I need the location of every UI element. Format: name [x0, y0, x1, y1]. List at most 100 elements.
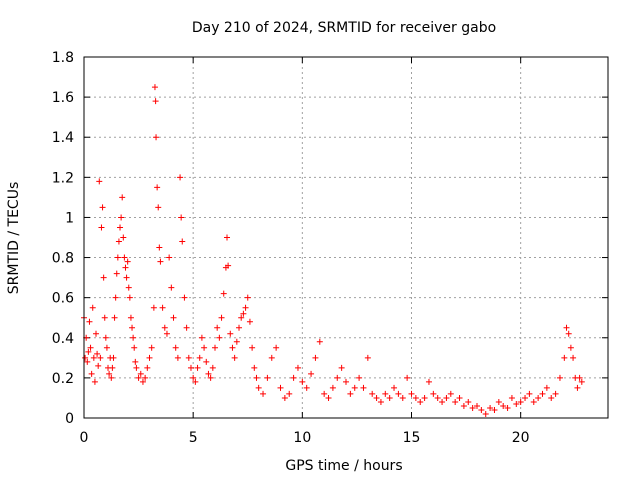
data-point — [556, 374, 563, 381]
data-point — [139, 378, 146, 385]
data-point — [177, 174, 184, 181]
data-point — [130, 334, 137, 341]
data-point — [114, 254, 121, 261]
data-point — [482, 410, 489, 417]
data-point — [260, 390, 267, 397]
x-tick-label: 5 — [189, 430, 198, 446]
data-point — [142, 374, 149, 381]
data-point — [170, 314, 177, 321]
data-point — [146, 354, 153, 361]
data-point — [312, 354, 319, 361]
data-point — [552, 390, 559, 397]
data-point — [255, 384, 262, 391]
data-point — [122, 264, 129, 271]
y-tick-label: 1 — [65, 210, 74, 226]
data-point — [108, 374, 115, 381]
data-point — [218, 314, 225, 321]
data-point — [178, 214, 185, 221]
data-point — [150, 304, 157, 311]
data-point — [439, 398, 446, 405]
data-point — [474, 402, 480, 409]
data-point — [91, 378, 98, 385]
data-point — [132, 358, 139, 365]
data-point — [135, 374, 142, 381]
data-point — [166, 254, 173, 261]
data-point — [286, 390, 293, 397]
data-point — [522, 394, 529, 401]
data-point — [103, 344, 110, 351]
data-point — [382, 390, 389, 397]
data-point — [156, 244, 163, 251]
data-point — [373, 394, 380, 401]
data-point — [84, 358, 91, 365]
data-point — [338, 364, 345, 371]
data-point — [99, 204, 106, 211]
data-point — [253, 374, 260, 381]
data-point — [229, 344, 236, 351]
y-tick-label: 0.8 — [52, 251, 74, 267]
data-point — [86, 318, 93, 325]
x-tick-label: 15 — [403, 430, 421, 446]
data-point — [97, 354, 104, 361]
data-point — [88, 370, 95, 377]
data-point — [124, 258, 131, 265]
data-point — [126, 294, 133, 301]
data-point — [212, 344, 218, 351]
data-point — [478, 406, 485, 413]
data-point — [152, 98, 159, 105]
data-point — [563, 324, 570, 331]
data-point — [281, 394, 288, 401]
data-point — [110, 354, 117, 361]
data-point — [153, 134, 160, 141]
data-point — [347, 390, 354, 397]
data-point — [539, 390, 546, 397]
data-point — [187, 364, 194, 371]
data-point — [246, 318, 253, 325]
data-point — [85, 348, 92, 355]
data-point — [386, 394, 393, 401]
data-point — [190, 374, 197, 381]
data-point — [100, 274, 107, 281]
data-point — [133, 364, 140, 371]
data-point — [561, 354, 568, 361]
chart-title: Day 210 of 2024, SRMTID for receiver gab… — [192, 20, 496, 36]
data-point — [399, 394, 406, 401]
data-point — [460, 402, 467, 409]
data-point — [181, 294, 188, 301]
data-point — [163, 330, 170, 337]
data-point — [168, 284, 175, 291]
data-point — [535, 394, 542, 401]
data-point — [240, 310, 247, 317]
data-point — [465, 398, 472, 405]
data-point — [308, 370, 315, 377]
data-point — [517, 398, 524, 405]
data-point — [412, 394, 419, 401]
x-tick-label: 0 — [80, 430, 89, 446]
data-point — [120, 234, 127, 241]
plot-area-border — [83, 56, 609, 419]
data-point — [244, 294, 251, 301]
data-point — [434, 394, 441, 401]
data-point — [391, 384, 398, 391]
y-tick-label: 0 — [65, 411, 74, 427]
data-point — [456, 394, 463, 401]
data-point — [548, 394, 555, 401]
data-point — [578, 378, 585, 385]
data-point — [113, 270, 120, 277]
data-point — [93, 330, 100, 337]
data-point — [89, 304, 96, 311]
data-point — [242, 304, 249, 311]
data-point — [316, 338, 323, 345]
data-point — [268, 354, 275, 361]
data-point — [576, 374, 583, 381]
data-point — [329, 384, 336, 391]
data-point — [334, 374, 341, 381]
data-point — [487, 404, 494, 411]
data-point — [377, 398, 384, 405]
data-point — [111, 314, 118, 321]
data-point — [174, 354, 181, 361]
data-point — [567, 344, 574, 351]
data-point — [233, 338, 240, 345]
data-point — [421, 394, 428, 401]
